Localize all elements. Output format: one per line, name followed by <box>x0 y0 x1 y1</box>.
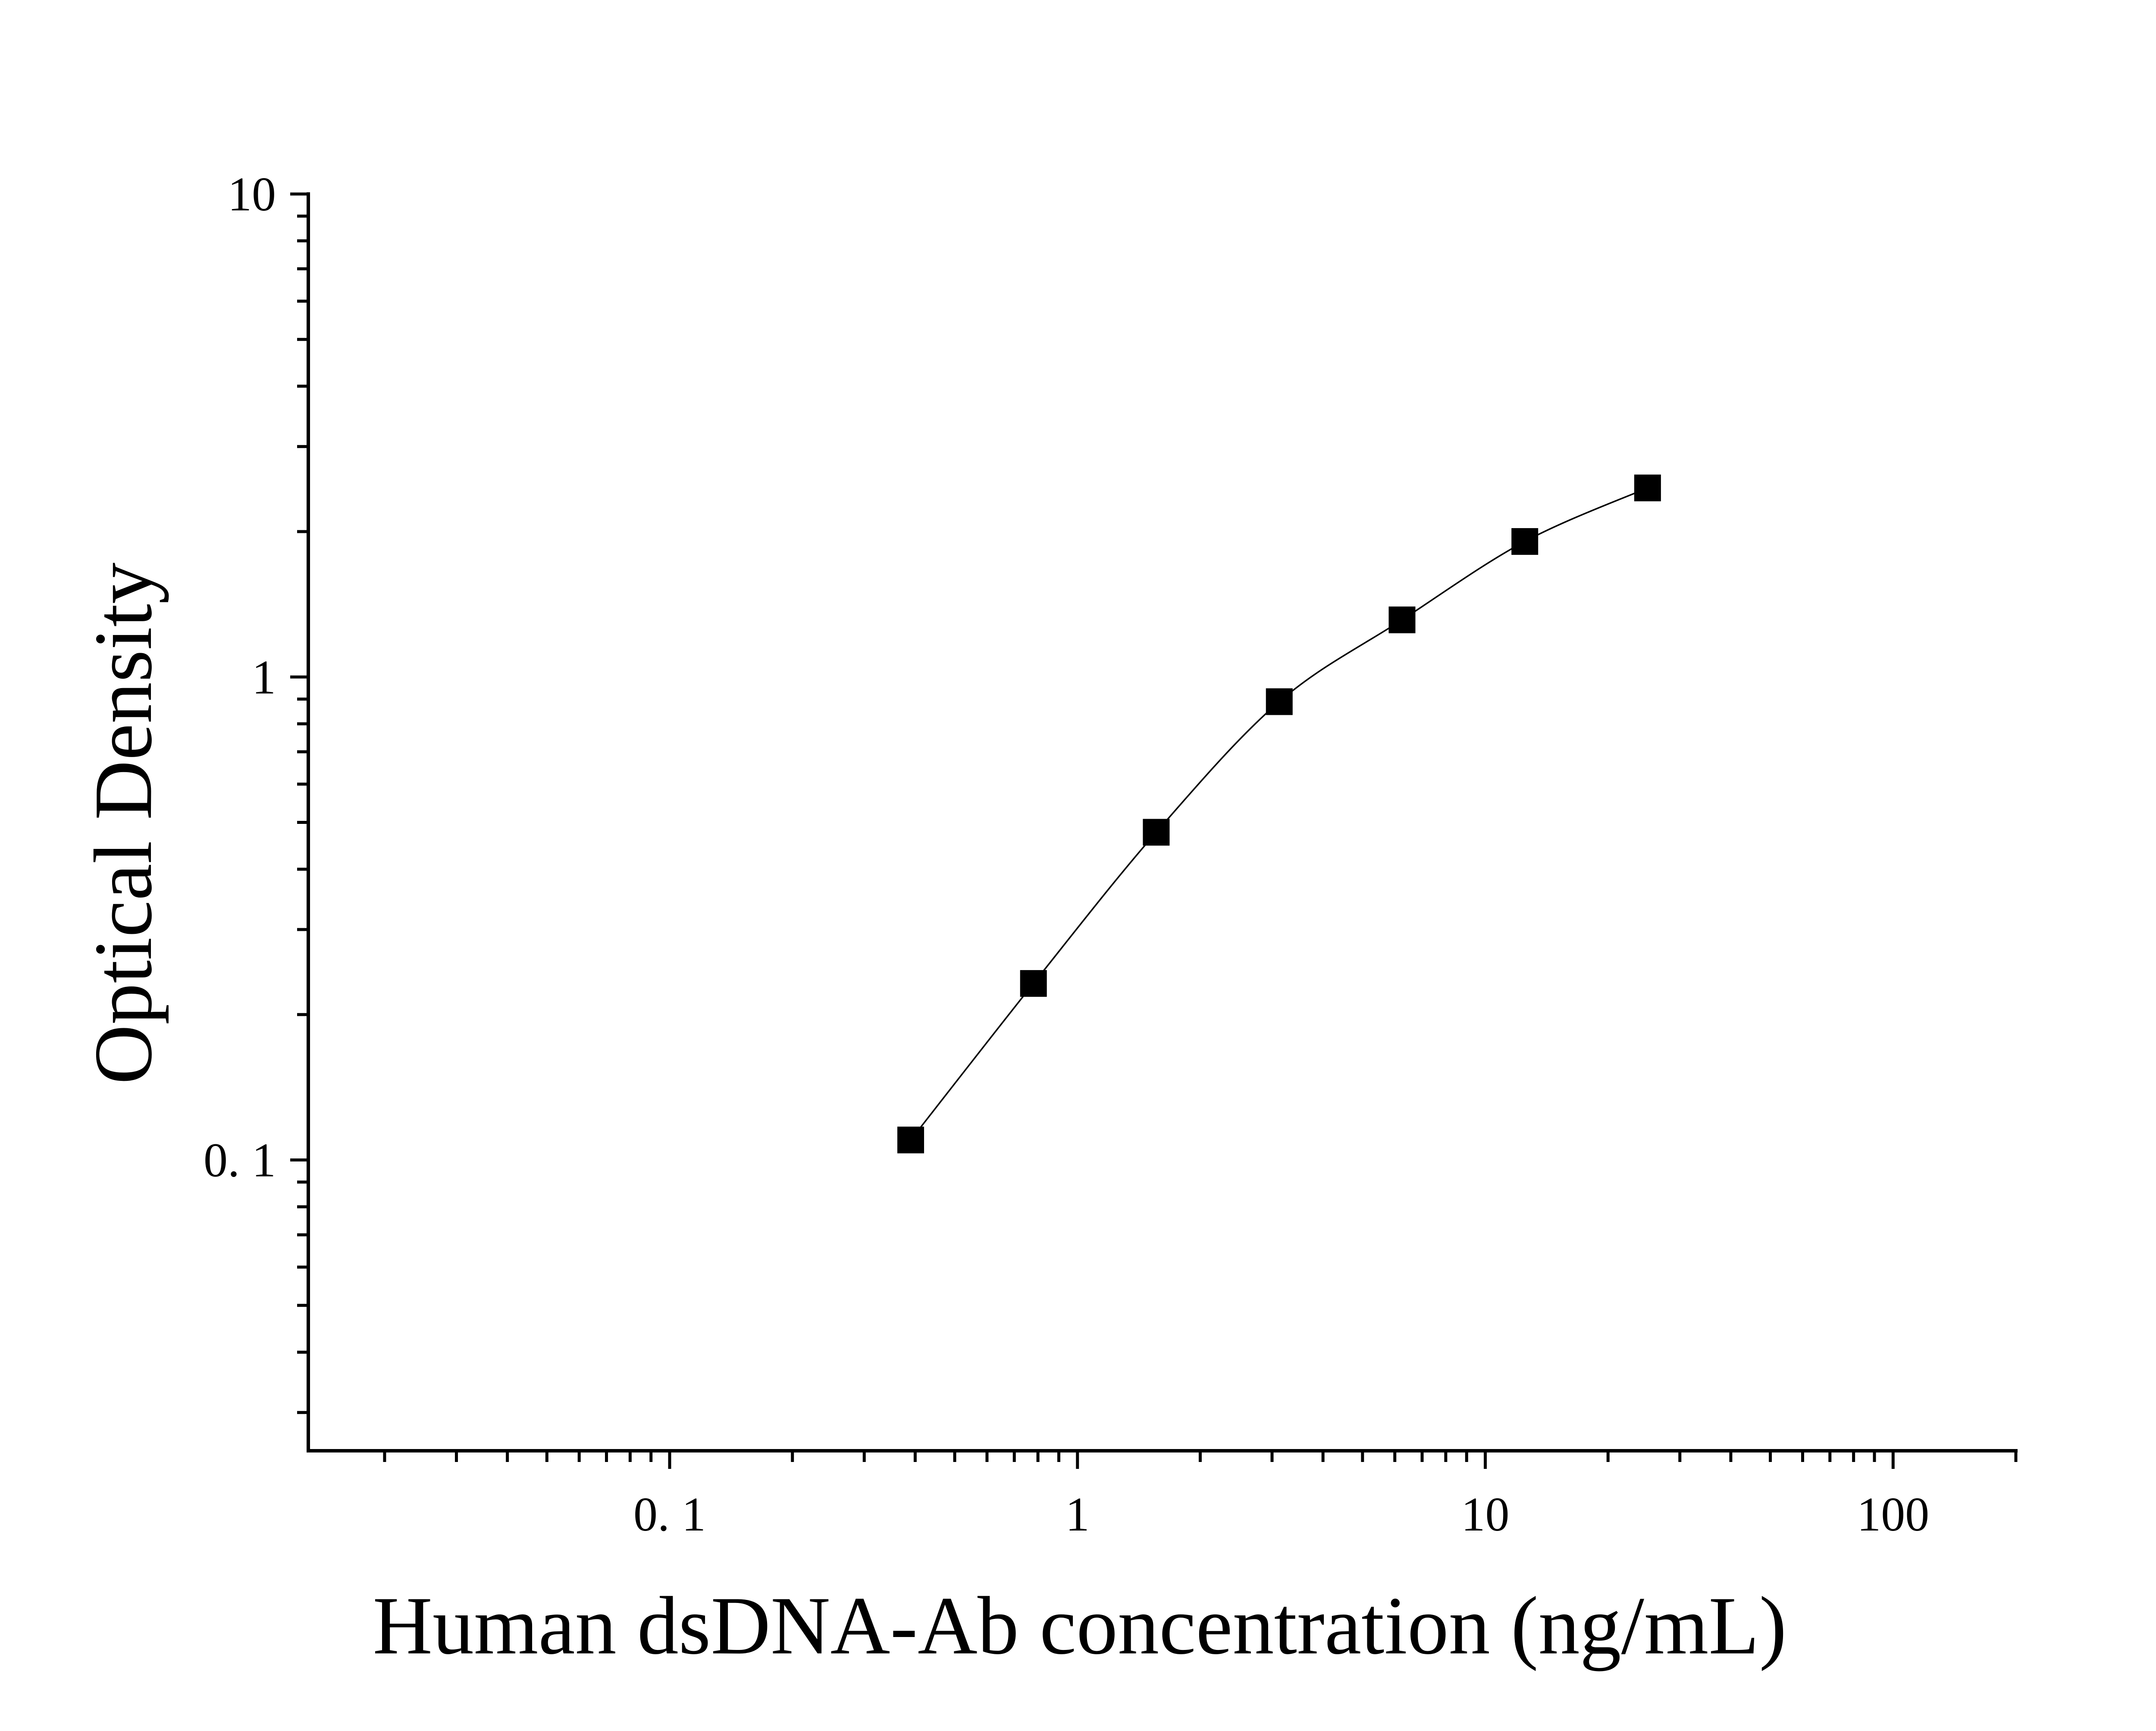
data-point <box>1143 819 1170 846</box>
data-point <box>1511 528 1539 555</box>
axes: 0. 1 1 10 100 0. 1 1 10 <box>204 168 2018 1541</box>
x-tick-label: 100 <box>1857 1488 1929 1541</box>
x-tick-label: 1 <box>1065 1488 1090 1541</box>
series-layer <box>897 474 1661 1154</box>
y-tick-label: 10 <box>228 168 276 221</box>
data-point <box>1634 474 1661 501</box>
data-point <box>897 1127 924 1154</box>
data-point <box>1266 688 1293 715</box>
x-axis-title: Human dsDNA-Ab concentration (ng/mL) <box>373 1580 1786 1672</box>
y-axis-title: Optical Density <box>77 563 169 1084</box>
data-point <box>1388 606 1416 633</box>
y-tick-label: 1 <box>252 651 276 704</box>
x-tick-label: 0. 1 <box>633 1488 706 1541</box>
data-point <box>1020 970 1047 997</box>
x-tick-label: 10 <box>1461 1488 1510 1541</box>
y-tick-label: 0. 1 <box>204 1134 276 1187</box>
